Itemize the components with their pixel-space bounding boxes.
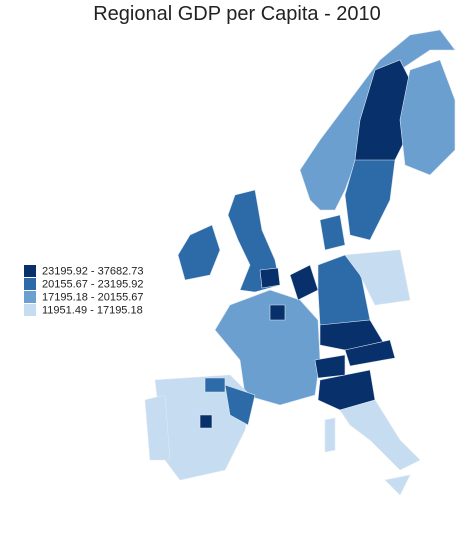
region-norway [299, 29, 456, 211]
regions [144, 29, 456, 496]
region-denmark [319, 214, 346, 251]
map-title: Regional GDP per Capita - 2010 [93, 3, 381, 25]
legend-swatch [24, 304, 36, 316]
legend-label: 20155.67 - 23195.92 [42, 278, 144, 290]
region-basque [204, 377, 226, 393]
region-paris [269, 304, 286, 321]
legend-swatch [24, 278, 36, 290]
legend-label: 23195.92 - 37682.73 [42, 265, 144, 277]
region-finland [399, 59, 456, 176]
legend-swatch [24, 291, 36, 303]
region-ireland [177, 224, 221, 281]
region-portugal [144, 394, 171, 461]
region-poland [344, 249, 411, 306]
region-sardinia [324, 417, 336, 453]
region-south-italy [339, 399, 421, 471]
region-madrid [199, 414, 213, 429]
region-benelux [289, 264, 319, 301]
region-france [214, 289, 321, 406]
region-sicily [384, 474, 411, 496]
region-austria [344, 339, 396, 367]
region-great-britain [227, 189, 281, 293]
region-south-sweden [344, 159, 396, 241]
region-catalonia [224, 384, 256, 426]
region-london [259, 267, 281, 289]
legend-label: 11951.49 - 17195.18 [42, 304, 143, 316]
legend-swatch [24, 265, 36, 277]
legend-label: 17195.18 - 20155.67 [42, 291, 144, 303]
